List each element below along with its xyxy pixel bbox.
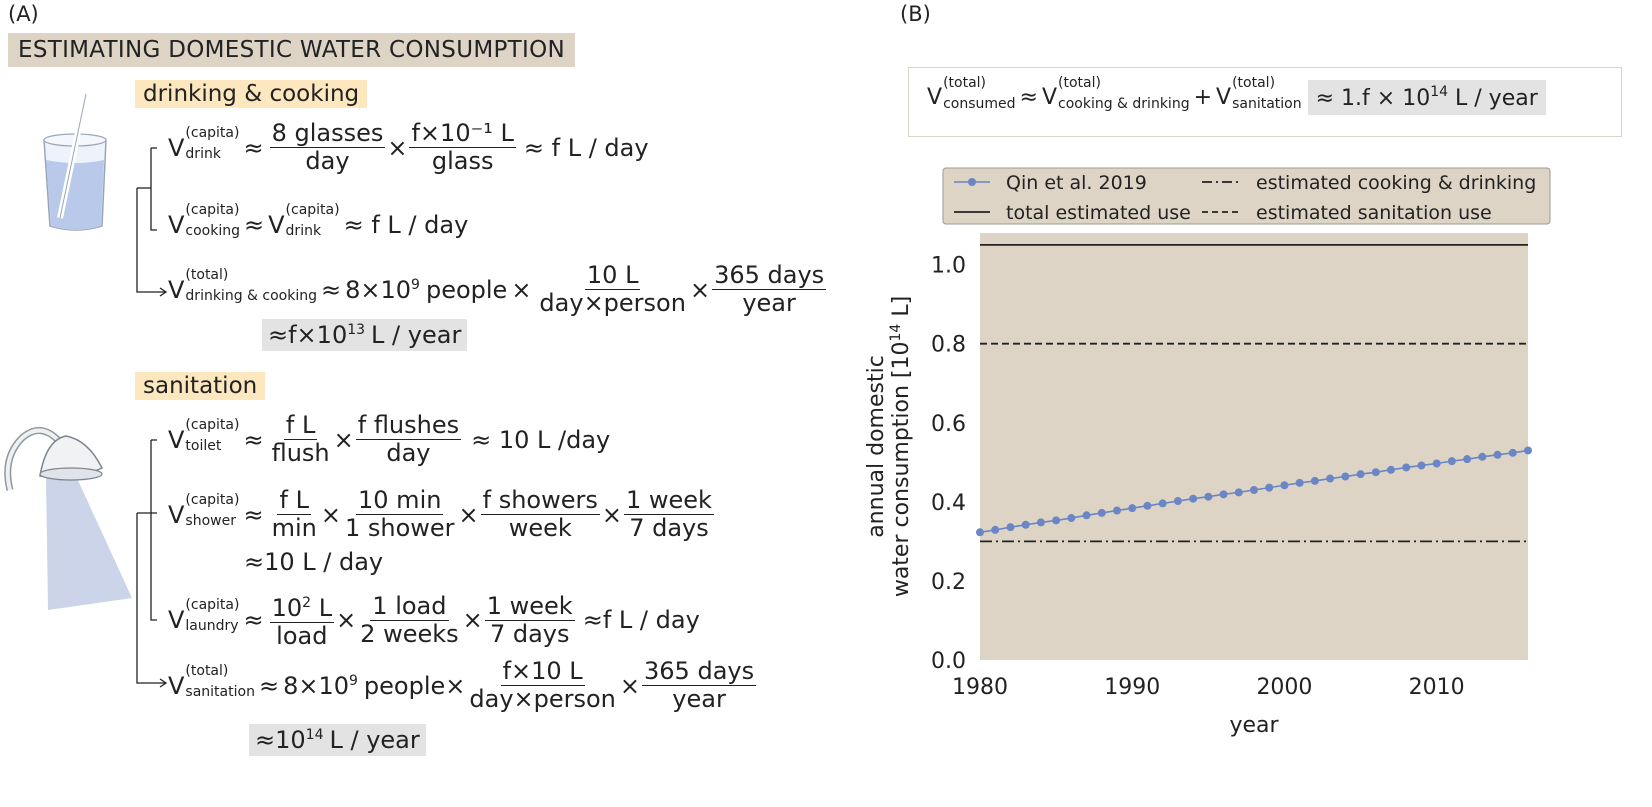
total-formula-result: ≈ 1.f × 1014 L / year [1307, 80, 1546, 115]
data-point-qin [1310, 476, 1319, 485]
data-point-qin [1158, 499, 1167, 508]
legend-label-qin: Qin et al. 2019 [1006, 172, 1147, 194]
eq-drink: V (capita) drink ≈ 8 glasses day × f×10⁻¹ L… [168, 119, 649, 175]
data-point-qin [1432, 459, 1441, 468]
sanitation-bracket [136, 439, 168, 688]
data-point-qin [1371, 468, 1380, 477]
plot-background [980, 233, 1528, 660]
data-point-qin [1128, 504, 1137, 513]
y-tick-label: 0.2 [931, 570, 966, 595]
data-point-qin [1295, 478, 1304, 487]
data-point-qin [1204, 492, 1213, 501]
data-point-qin [1265, 483, 1274, 492]
y-axis-label-line2: water consumption [1014 L] [888, 296, 914, 597]
data-point-qin [1036, 518, 1045, 527]
y-axis-label-line1: annual domestic [864, 355, 889, 538]
y-tick-label: 0.0 [931, 649, 966, 674]
data-point-qin [991, 525, 1000, 534]
shower-icon [4, 427, 132, 610]
data-point-qin [1173, 497, 1182, 506]
chart-legend: Qin et al. 2019 total estimated use esti… [942, 167, 1551, 225]
panel-a-label: (A) [8, 2, 39, 26]
data-point-qin [1189, 494, 1198, 503]
data-point-qin [1219, 490, 1228, 499]
data-point-qin [1508, 448, 1517, 457]
data-point-qin [1082, 511, 1091, 520]
data-point-qin [1478, 452, 1487, 461]
x-tick-label: 1990 [1104, 675, 1160, 700]
data-point-qin [1447, 457, 1456, 466]
data-point-qin [1326, 474, 1335, 483]
section-heading-drinking-cooking: drinking & cooking [135, 80, 368, 108]
data-point-qin [1402, 463, 1411, 472]
drinking-bracket [136, 147, 168, 297]
data-point-qin [1234, 488, 1243, 497]
data-point-qin [1463, 455, 1472, 464]
eq-shower-result: ≈10 L / day [244, 548, 384, 576]
x-tick-label: 1980 [952, 675, 1008, 700]
legend-label-sanitation: estimated sanitation use [1256, 202, 1492, 224]
eq-total-drinking-cooking: V (total) drinking & cooking ≈ 8×109 peopl… [168, 261, 827, 317]
data-point-qin [1067, 514, 1076, 523]
eq-cooking: V (capita) cooking ≈ V (capita) drink ≈ f L … [168, 202, 469, 239]
data-point-qin [1493, 450, 1502, 459]
data-point-qin [1341, 472, 1350, 481]
x-axis-label: year [1229, 713, 1279, 738]
legend-box [942, 167, 1551, 225]
result-sanitation: ≈1014 L / year [249, 724, 426, 756]
total-formula: V (total) consumed ≈ V (total) cooking & dri… [927, 75, 1546, 115]
data-point-qin [1524, 446, 1532, 455]
legend-marker-qin [968, 178, 976, 186]
consumption-chart: 0.0 0.2 0.4 0.6 0.8 1.0 1980 1990 2000 2010 Qin e… [864, 167, 1551, 738]
section-heading-sanitation: sanitation [135, 372, 266, 400]
data-point-qin [1006, 523, 1015, 532]
data-point-qin [1250, 485, 1258, 494]
y-tick-label: 0.6 [931, 412, 966, 437]
x-tick-label: 2010 [1409, 675, 1465, 700]
data-point-qin [1021, 520, 1030, 529]
y-tick-label: 0.4 [931, 491, 966, 516]
data-point-qin [976, 528, 984, 537]
legend-label-total: total estimated use [1006, 202, 1191, 224]
y-tick-label: 1.0 [931, 254, 966, 279]
total-formula-box: V (total) consumed ≈ V (total) cooking & dri… [908, 67, 1622, 137]
y-tick-label: 0.8 [931, 333, 966, 358]
legend-label-cooking: estimated cooking & drinking [1256, 172, 1536, 194]
data-point-qin [1113, 506, 1121, 515]
result-drinking-cooking: ≈f×1013 L / year [262, 319, 468, 351]
data-point-qin [1280, 481, 1289, 490]
x-tick-label: 2000 [1256, 675, 1312, 700]
panel-a-title: ESTIMATING DOMESTIC WATER CONSUMPTION [8, 33, 575, 67]
data-point-qin [1417, 461, 1426, 470]
water-glass-icon [43, 93, 107, 231]
data-point-qin [1097, 508, 1106, 517]
panel-b-label: (B) [900, 2, 931, 26]
data-point-qin [1356, 470, 1365, 479]
eq-total-sanitation: V (total) sanitation ≈ 8×109 people × f×10… [168, 657, 757, 713]
data-point-qin [1387, 465, 1395, 474]
data-point-qin [1143, 501, 1152, 510]
data-point-qin [1052, 516, 1061, 525]
